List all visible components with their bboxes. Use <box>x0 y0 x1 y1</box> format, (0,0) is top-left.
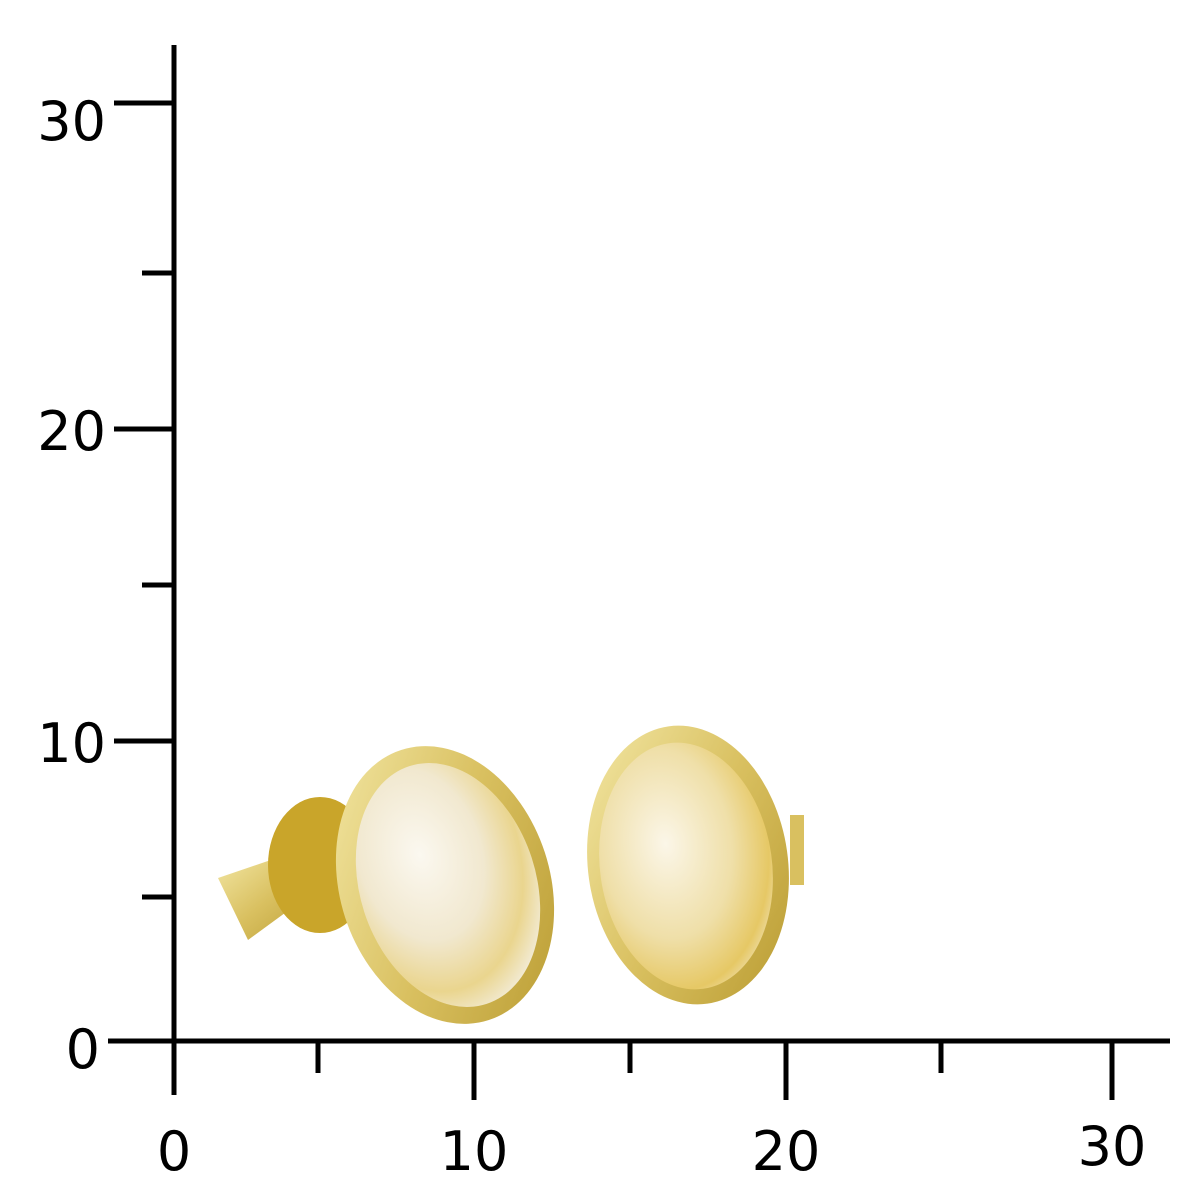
earrings-photo <box>218 725 804 1024</box>
x-axis <box>108 1038 1170 1100</box>
x-tick-label: 20 <box>752 1120 821 1183</box>
y-tick-label: 30 <box>37 90 106 153</box>
y-tick-label: 10 <box>37 712 106 775</box>
y-tick-label: 20 <box>37 400 106 463</box>
x-tick-label: 10 <box>440 1120 509 1183</box>
x-tick-label: 0 <box>157 1120 191 1183</box>
y-tick-label: 0 <box>66 1018 100 1081</box>
right-earring <box>587 725 804 1005</box>
y-axis <box>114 45 177 1095</box>
x-tick-label: 30 <box>1078 1115 1147 1178</box>
left-earring <box>335 746 555 1024</box>
